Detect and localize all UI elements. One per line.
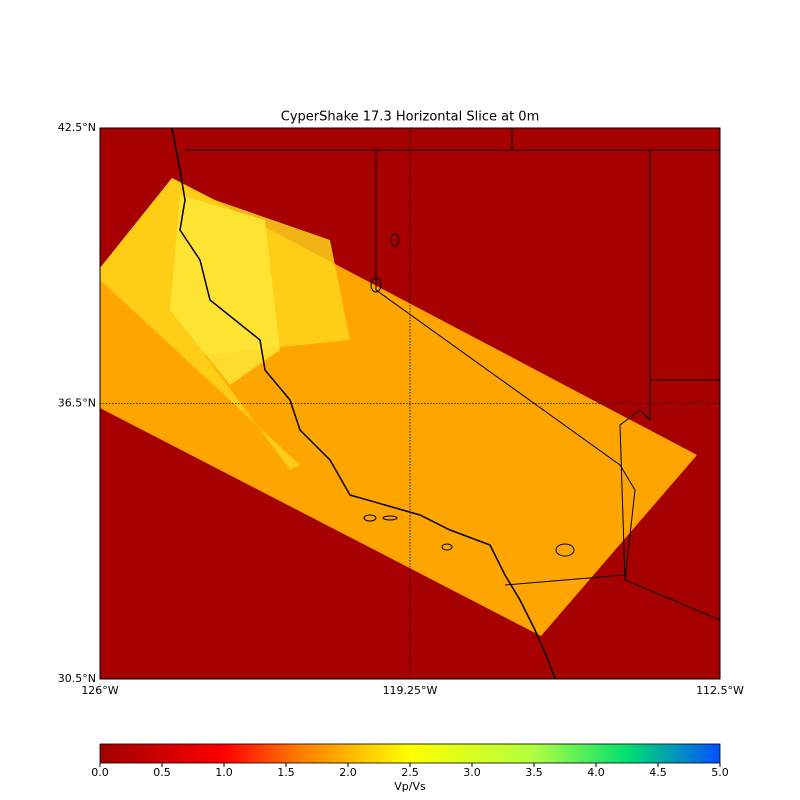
y-tick-label: 30.5°N bbox=[58, 672, 96, 685]
y-tick-label: 36.5°N bbox=[58, 397, 96, 410]
island bbox=[382, 515, 398, 521]
island bbox=[441, 543, 453, 551]
chart-title: CyperShake 17.3 Horizontal Slice at 0m bbox=[281, 110, 540, 125]
colorbar-tick-label: 4.0 bbox=[587, 766, 605, 779]
colorbar-tick-label: 3.0 bbox=[463, 766, 481, 779]
colorbar-tick-label: 0.0 bbox=[91, 766, 109, 779]
x-tick-label: 126°W bbox=[81, 684, 118, 697]
colorbar-tick-label: 4.5 bbox=[649, 766, 667, 779]
colorbar-tick-label: 1.0 bbox=[215, 766, 233, 779]
colorbar-label: Vp/Vs bbox=[394, 780, 426, 793]
colorbar-tick-label: 2.0 bbox=[339, 766, 357, 779]
high-ratio-zone bbox=[170, 195, 280, 385]
state-border bbox=[504, 574, 626, 586]
x-tick-label: 119.25°W bbox=[383, 684, 438, 697]
state-border bbox=[619, 150, 720, 621]
island bbox=[363, 514, 377, 522]
lake bbox=[555, 543, 575, 557]
colorbar bbox=[99, 743, 721, 764]
colorbar-tick-label: 2.5 bbox=[401, 766, 419, 779]
state-border bbox=[375, 150, 636, 581]
y-tick-label: 42.5°N bbox=[58, 121, 96, 134]
coastline bbox=[171, 128, 556, 679]
colorbar-tick-label: 0.5 bbox=[153, 766, 171, 779]
colorbar-tick-label: 1.5 bbox=[277, 766, 295, 779]
lake bbox=[370, 277, 382, 293]
colorbar-tick-label: 5.0 bbox=[711, 766, 729, 779]
x-tick-label: 112.5°W bbox=[696, 684, 744, 697]
colorbar-tick-label: 3.5 bbox=[525, 766, 543, 779]
lake bbox=[390, 233, 400, 247]
